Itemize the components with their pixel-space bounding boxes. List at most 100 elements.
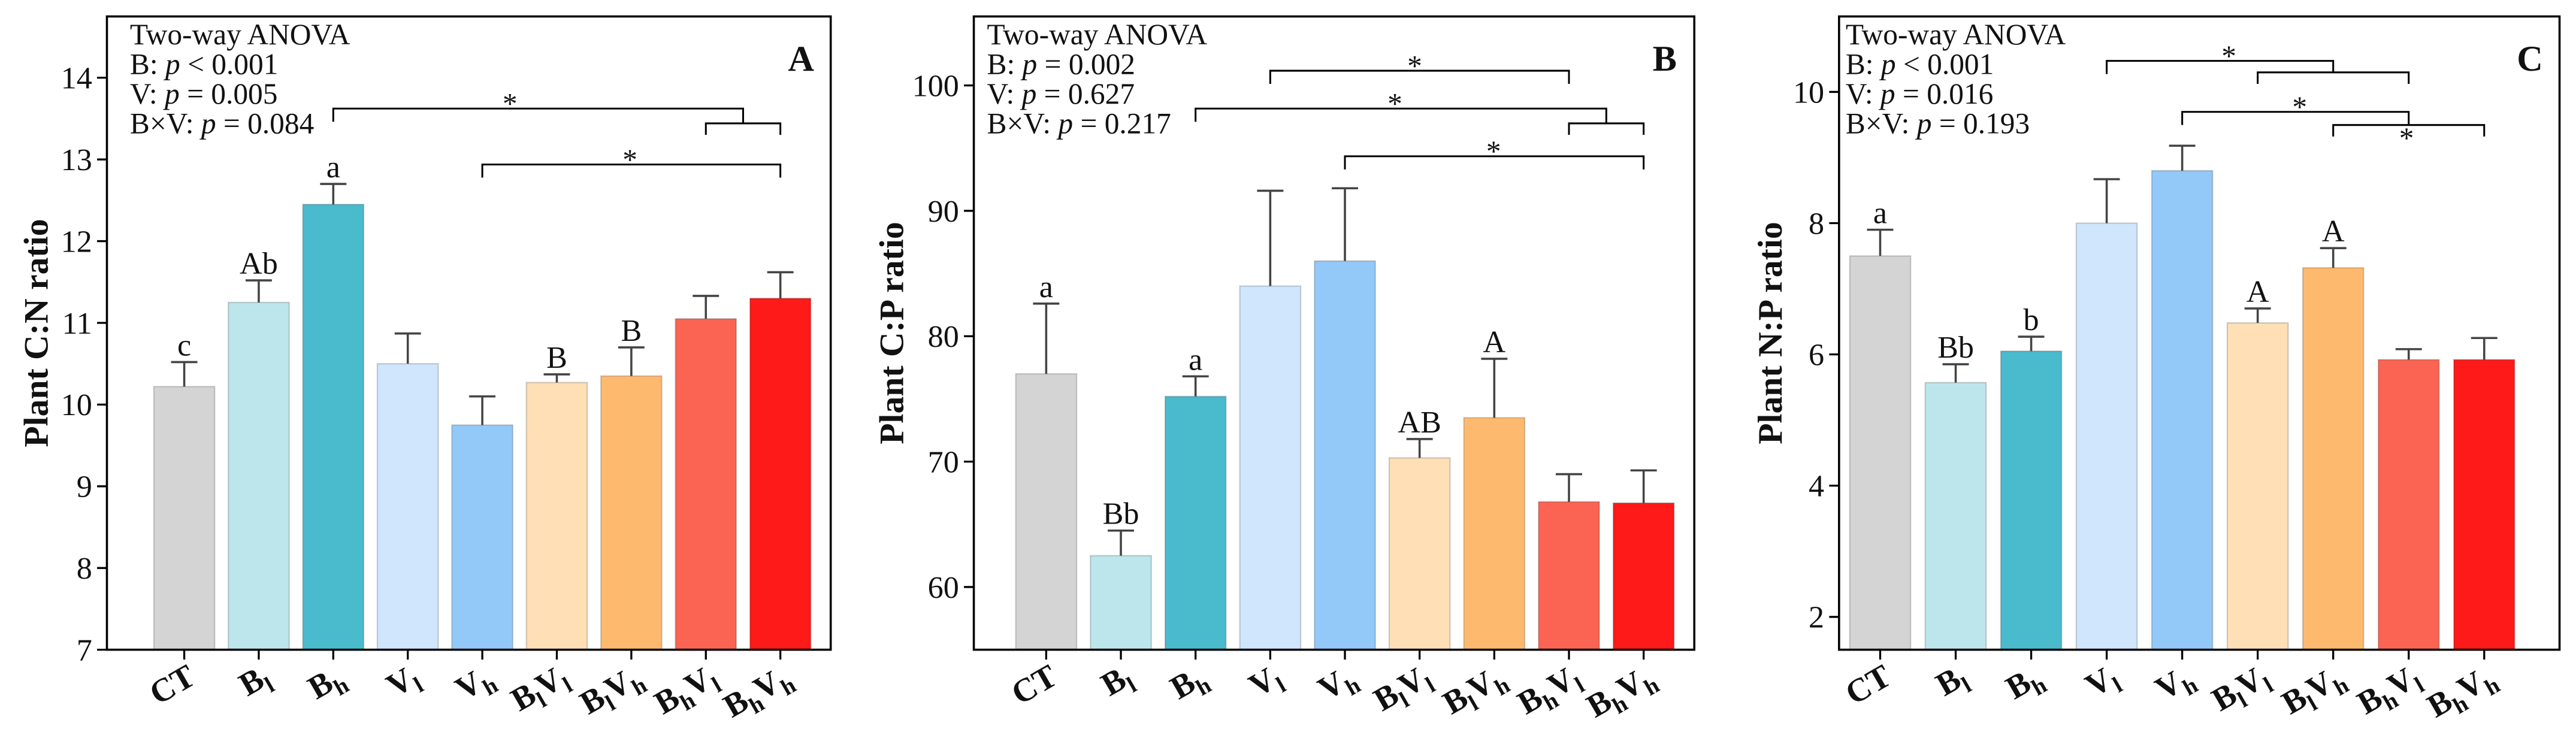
comparison-bracket: [1195, 107, 1645, 135]
y-tick-label: 13: [61, 143, 92, 177]
error-bar-ct: [1867, 228, 1894, 256]
bar-ct: [1015, 373, 1078, 651]
x-tick-label: Vh: [449, 657, 503, 713]
y-axis-label: Plant C:N ratio: [18, 219, 56, 447]
x-tick-label: BlVh: [573, 657, 651, 727]
error-bar-vl: [1257, 189, 1284, 286]
panel-letter: A: [788, 39, 814, 79]
y-tick-label: 8: [77, 552, 92, 586]
error-bar-bhvh: [767, 271, 794, 299]
significance-letter: AB: [1398, 406, 1441, 440]
significance-letter: B: [546, 341, 567, 375]
bar-bh: [302, 204, 365, 651]
p-symbol: p: [1021, 48, 1038, 81]
error-bar-blvl: [1406, 438, 1433, 458]
comparison-asterisk: *: [2221, 40, 2236, 72]
bar-bl: [1090, 555, 1152, 651]
bar-bl: [228, 301, 290, 651]
anova-text: B×V:: [987, 107, 1059, 140]
significance-letter: c: [177, 328, 191, 362]
y-tick-label: 80: [928, 320, 959, 354]
bar-blvl: [1388, 457, 1451, 651]
error-bar-ct: [1033, 303, 1060, 374]
x-tick-label: BhVl: [2351, 657, 2429, 727]
anova-text: B:: [987, 48, 1023, 81]
x-tick-label: BlVl: [2206, 657, 2278, 724]
comparison-bracket: [1344, 155, 1645, 170]
x-tick-label: BlVl: [1368, 657, 1440, 724]
bar-bhvl: [675, 318, 737, 651]
anova-text: B:: [1846, 48, 1881, 81]
y-tick-label: 2: [1809, 601, 1824, 635]
p-symbol: p: [199, 107, 216, 140]
bar-bhvl: [1538, 501, 1600, 651]
anova-text: < 0.001: [1896, 48, 1994, 81]
x-tick-label: Bl: [1095, 657, 1141, 709]
bar-bhvl: [2377, 359, 2440, 651]
anova-text: B×V:: [130, 107, 201, 140]
error-bar-bl: [1942, 363, 1969, 383]
anova-text: = 0.193: [1931, 107, 2030, 140]
bar-vl: [1239, 285, 1302, 651]
x-tick-label: Bh: [302, 657, 353, 712]
anova-text: = 0.016: [1895, 77, 1994, 110]
anova-line: B×V: p = 0.084: [130, 107, 314, 140]
x-tick-label: BlVh: [1437, 657, 1514, 727]
comparison-asterisk: *: [503, 87, 518, 120]
x-tick-label: Bh: [2000, 657, 2051, 712]
anova-text: = 0.005: [180, 77, 278, 110]
bar-bhvh: [1612, 502, 1675, 651]
anova-line: B: p < 0.001: [130, 48, 278, 81]
x-tick-label: BhVl: [1511, 657, 1589, 727]
error-bar-blvh: [1481, 358, 1508, 418]
comparison-asterisk: *: [2399, 122, 2414, 155]
p-symbol: p: [163, 77, 180, 110]
y-tick-label: 4: [1809, 470, 1824, 504]
error-bar-blvh: [2320, 247, 2347, 268]
bars: [1849, 170, 2515, 651]
bars: [1015, 260, 1675, 651]
p-symbol: p: [1915, 107, 1932, 140]
error-bar-bh: [1182, 375, 1209, 397]
error-bars: [171, 183, 794, 425]
bar-bh: [1164, 395, 1227, 651]
significance-letter: a: [1189, 343, 1202, 377]
bar-bl: [1924, 382, 1987, 651]
y-tick-label: 14: [61, 62, 92, 96]
y-tick-label: 7: [77, 633, 92, 667]
error-bar-ct: [171, 361, 198, 387]
error-bar-bhvl: [2395, 348, 2422, 360]
comparison-asterisk: *: [2292, 90, 2307, 123]
error-bar-bhvl: [693, 295, 719, 319]
error-bar-blvl: [2244, 307, 2271, 323]
anova-title: Two-way ANOVA: [130, 18, 350, 51]
error-bars: [1033, 187, 1657, 556]
significance-letter: a: [1039, 270, 1053, 304]
anova-line: B: p < 0.001: [1846, 48, 1994, 81]
comparison-bracket: [2106, 60, 2410, 84]
y-tick-label: 9: [77, 470, 92, 504]
error-bar-bl: [1108, 529, 1134, 556]
x-tick-label: BhVh: [717, 657, 800, 730]
y-tick-label: 60: [928, 571, 959, 605]
x-tick-label: Vh: [1312, 657, 1365, 713]
bar-blvl: [525, 382, 588, 651]
x-tick-label: BlVl: [504, 657, 577, 724]
x-tick-label: Vl: [1242, 657, 1290, 709]
error-bar-vl: [2093, 178, 2120, 223]
bar-blvh: [600, 375, 663, 651]
anova-text: V:: [1846, 77, 1880, 110]
bar-vl: [2075, 222, 2138, 651]
y-tick-label: 12: [61, 225, 92, 259]
significance-letter: Bb: [1103, 497, 1139, 531]
significance-letter: A: [1483, 325, 1505, 359]
error-bar-bh: [320, 183, 347, 205]
error-bar-vl: [394, 332, 421, 364]
comparison-asterisk: *: [1407, 49, 1422, 82]
x-tick-label: Vl: [2079, 657, 2127, 709]
x-tick-label: CT: [1005, 657, 1063, 712]
bar-ct: [153, 386, 216, 651]
